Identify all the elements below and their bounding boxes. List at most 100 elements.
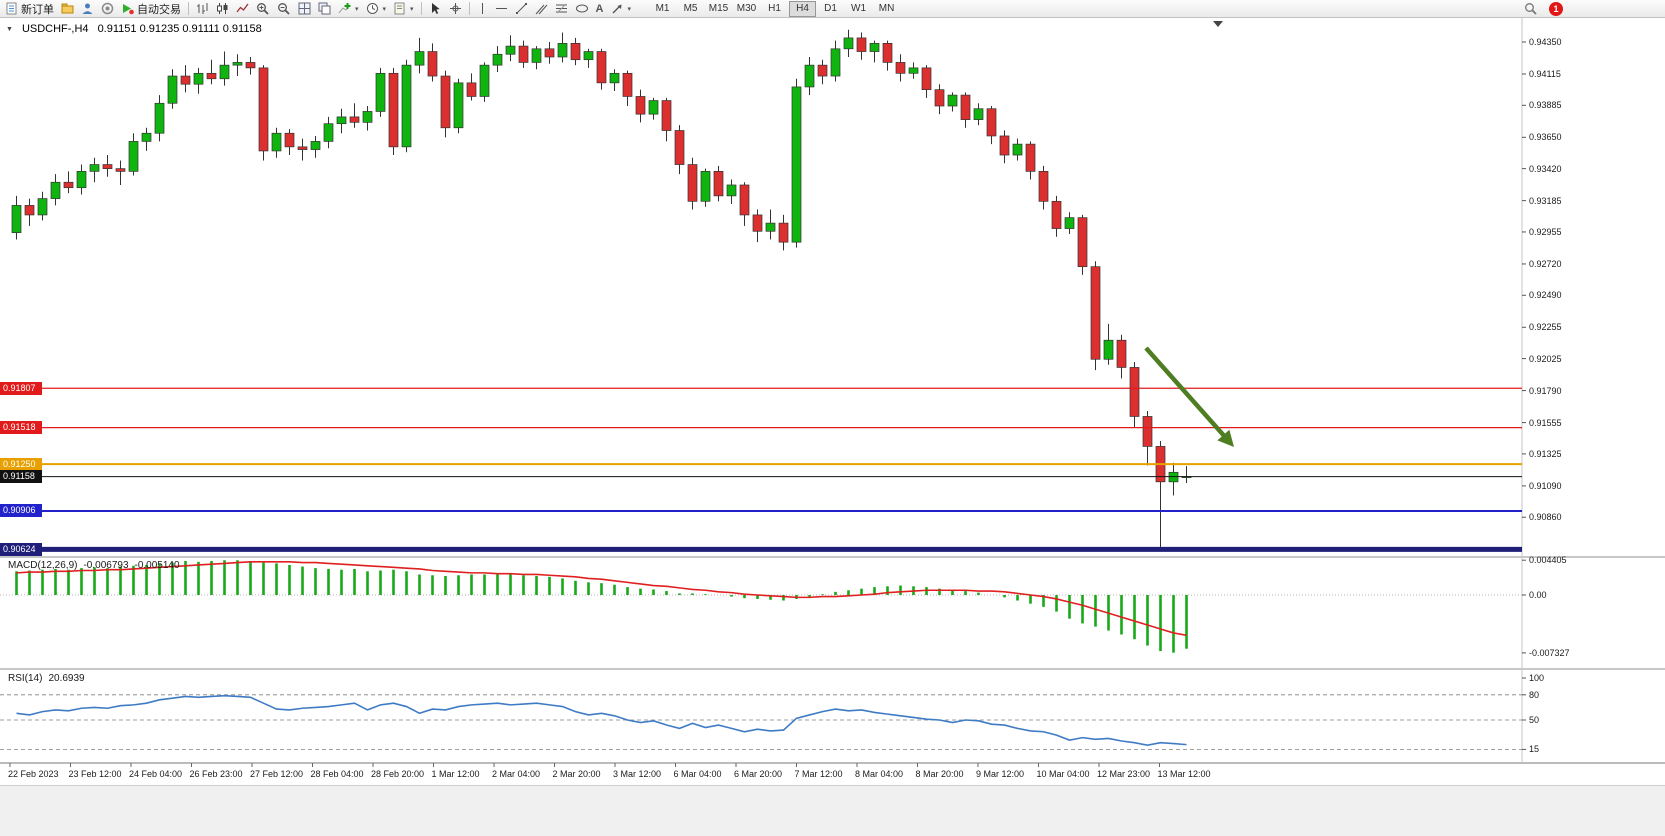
candlestick [115, 168, 126, 172]
support-line-blue-tag: 0.90906 [0, 504, 42, 518]
candlestick [63, 181, 74, 189]
toolbar-right-group: 1 [1521, 1, 1563, 17]
autotrade-label: 自动交易 [137, 3, 181, 16]
fibonacci-tool-button[interactable] [552, 1, 571, 17]
time-axis-label: 13 Mar 12:00 [1157, 769, 1211, 779]
trend-arrow-head[interactable] [1217, 429, 1234, 447]
candlestick [1077, 217, 1088, 268]
shapes-tool-button[interactable] [572, 1, 592, 17]
macd-main-value: -0.006793 [83, 560, 129, 571]
horizontal-line-tool-button[interactable] [492, 1, 511, 17]
bar-chart-button[interactable] [193, 1, 212, 17]
timeframe-m30-button[interactable]: M30 [733, 1, 760, 17]
trendline-tool-button[interactable] [512, 1, 531, 17]
time-axis-label: 27 Feb 12:00 [250, 769, 304, 779]
price-axis-label: 0.94350 [1529, 37, 1562, 47]
cascade-windows-button[interactable] [315, 1, 334, 17]
trend-arrow[interactable] [1144, 346, 1230, 442]
chart-dropdown-icon[interactable]: ▼ [6, 25, 13, 33]
timeframe-m1-button[interactable]: M1 [649, 1, 676, 17]
candlestick [271, 132, 282, 152]
timeframe-mn-button[interactable]: MN [873, 1, 900, 17]
timeframe-w1-button[interactable]: W1 [845, 1, 872, 17]
candlestick-chart-icon [217, 3, 228, 14]
candlestick [622, 72, 633, 97]
price-axis-label: 0.94115 [1529, 68, 1561, 79]
trendline-icon [515, 3, 527, 14]
chart-area[interactable]: ▼ USDCHF-,H4 0.91151 0.91235 0.91111 0.9… [0, 18, 1665, 785]
periods-button[interactable]: ▾ [363, 1, 390, 17]
zoom-out-icon [278, 2, 290, 15]
vertical-line-tool-button[interactable] [474, 1, 491, 17]
templates-dropdown-caret-icon: ▾ [410, 5, 414, 13]
templates-icon [394, 2, 405, 15]
price-axis-label: 0.91790 [1529, 385, 1562, 396]
chart-shift-marker-icon[interactable] [1213, 21, 1223, 27]
new-order-button[interactable]: 新订单 [2, 1, 57, 17]
line-chart-button[interactable] [233, 1, 252, 17]
indicators-button[interactable]: ▾ [335, 1, 362, 17]
price-axis-label: 0.92955 [1529, 226, 1562, 237]
candlestick [193, 72, 204, 85]
candlestick [648, 100, 659, 115]
timeframe-m15-button[interactable]: M15 [705, 1, 732, 17]
candlestick-chart-button[interactable] [213, 1, 232, 17]
time-axis-label: 7 Mar 12:00 [794, 769, 843, 779]
tile-windows-button[interactable] [295, 1, 314, 17]
candlestick [479, 64, 490, 97]
candlestick [336, 116, 347, 125]
profiles-button[interactable] [58, 1, 77, 17]
market-watch-icon [82, 3, 93, 14]
indicators-dropdown-caret-icon: ▾ [355, 5, 359, 13]
text-tool-icon: A [595, 2, 604, 15]
timeframe-m5-button[interactable]: M5 [677, 1, 704, 17]
market-watch-button[interactable] [78, 1, 97, 17]
arrows-tool-button[interactable]: ▾ [608, 1, 635, 17]
chart-canvas[interactable] [0, 18, 1665, 785]
candlestick [1051, 200, 1062, 229]
support-line-navy-tag: 0.90624 [0, 542, 42, 556]
candlestick [232, 62, 243, 66]
candlestick [635, 96, 646, 115]
resistance-line-2-tag: 0.91518 [0, 421, 42, 435]
zoom-in-icon [257, 2, 269, 15]
notifications-badge[interactable]: 1 [1549, 1, 1563, 16]
candlestick [1116, 339, 1127, 368]
search-button[interactable] [1521, 1, 1541, 17]
timeframe-h4-button[interactable]: H4 [789, 0, 817, 17]
toolbar: 新订单 自动交易 [0, 0, 1665, 18]
candlestick [804, 64, 815, 88]
timeframe-h1-button[interactable]: H1 [761, 1, 788, 17]
autotrade-button[interactable]: 自动交易 [118, 1, 184, 17]
channel-tool-button[interactable] [532, 1, 551, 17]
rsi-axis-label: 80 [1529, 689, 1540, 700]
candlestick [11, 205, 22, 233]
templates-button[interactable]: ▾ [390, 1, 417, 17]
candlestick [921, 67, 932, 91]
cursor-button[interactable] [426, 1, 445, 17]
candlestick [167, 75, 178, 104]
time-axis-label: 3 Mar 12:00 [613, 769, 662, 779]
navigator-button[interactable] [98, 1, 117, 17]
text-tool-button[interactable]: A [593, 1, 607, 17]
zoom-out-button[interactable] [274, 1, 294, 17]
horizontal-line-icon [495, 8, 507, 9]
price-axis-label: 0.90860 [1529, 512, 1562, 523]
candlestick [882, 43, 893, 63]
tile-windows-icon [298, 2, 311, 15]
candlestick [1012, 143, 1023, 156]
rsi-indicator-name: RSI(14) [8, 673, 43, 684]
candlestick [466, 82, 477, 97]
candlestick [518, 45, 529, 63]
candlestick [50, 181, 61, 199]
crosshair-button[interactable] [446, 1, 465, 17]
candlestick [830, 48, 841, 77]
zoom-in-button[interactable] [253, 1, 273, 17]
new-order-icon [6, 2, 17, 15]
line-chart-icon [236, 3, 249, 13]
cascade-windows-icon [318, 2, 331, 15]
timeframe-d1-button[interactable]: D1 [817, 1, 844, 17]
candlestick [1103, 339, 1114, 360]
macd-axis-label: 0.00 [1529, 590, 1547, 600]
navigator-icon [101, 2, 114, 15]
